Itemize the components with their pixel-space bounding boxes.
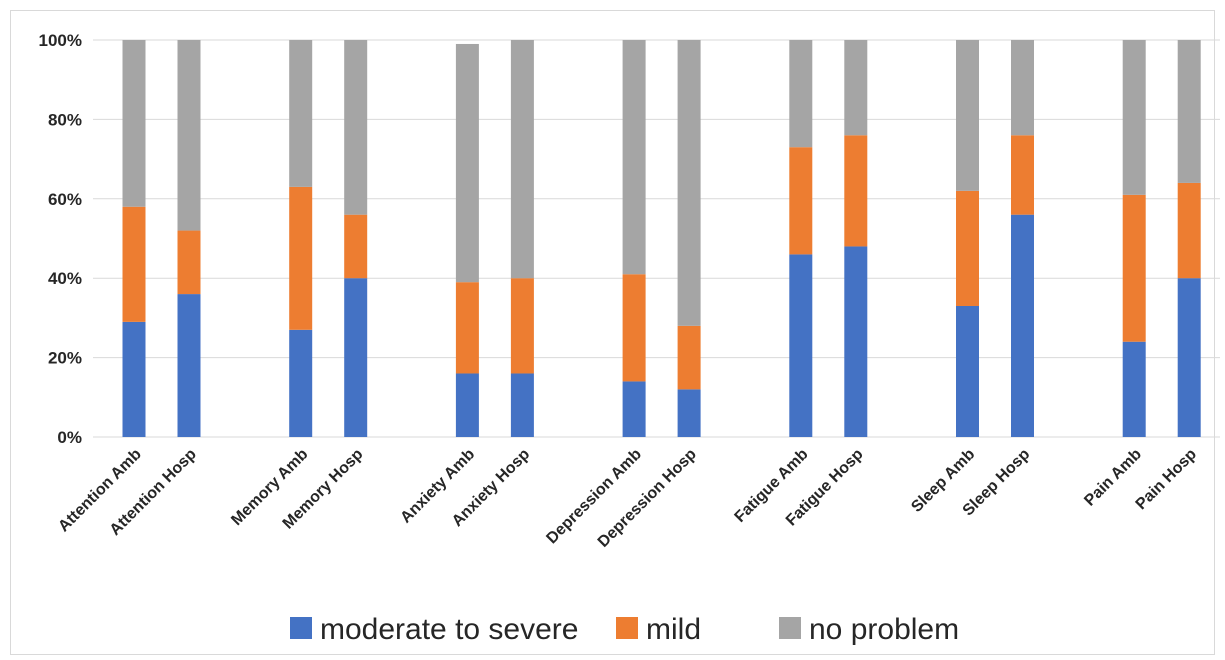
bars — [122, 40, 1201, 437]
bar-moderate-to-severe-sleep-amb — [956, 305, 979, 437]
legend-swatch — [779, 617, 801, 639]
y-tick-label: 0% — [57, 428, 82, 447]
bar-no-problem-depression-amb — [622, 40, 646, 275]
bar-mild-memory-amb — [289, 186, 313, 330]
bar-moderate-to-severe-sleep-hosp — [1011, 214, 1034, 437]
legend-label: mild — [646, 613, 701, 646]
bar-moderate-to-severe-fatigue-amb — [789, 254, 813, 437]
bar-mild-fatigue-hosp — [844, 135, 868, 247]
bar-mild-pain-amb — [1122, 194, 1146, 342]
bar-moderate-to-severe-attention-amb — [122, 321, 146, 437]
legend-label: no problem — [809, 613, 959, 646]
bar-mild-depression-amb — [622, 274, 646, 382]
bar-moderate-to-severe-anxiety-hosp — [510, 373, 534, 437]
bar-mild-memory-hosp — [344, 214, 368, 279]
bar-moderate-to-severe-depression-amb — [622, 381, 646, 437]
bar-mild-anxiety-hosp — [510, 278, 534, 374]
legend-swatch — [290, 617, 312, 639]
bar-moderate-to-severe-depression-hosp — [677, 389, 701, 437]
bar-no-problem-anxiety-amb — [455, 43, 479, 283]
bar-mild-sleep-amb — [956, 190, 979, 306]
bar-mild-anxiety-amb — [455, 282, 479, 374]
bar-moderate-to-severe-pain-amb — [1122, 341, 1146, 437]
bar-no-problem-pain-amb — [1122, 40, 1146, 195]
legend: moderate to severe mild no problem — [290, 613, 959, 646]
y-tick-label: 100% — [39, 31, 82, 50]
bar-mild-attention-amb — [122, 206, 146, 322]
bar-no-problem-sleep-amb — [956, 40, 979, 191]
y-tick-label: 40% — [48, 269, 82, 288]
bar-moderate-to-severe-memory-hosp — [344, 278, 368, 437]
x-tick-label: Depression Hosp — [595, 446, 700, 551]
bar-mild-sleep-hosp — [1011, 135, 1034, 215]
bar-mild-fatigue-amb — [789, 147, 813, 255]
bar-no-problem-depression-hosp — [677, 40, 701, 326]
bar-no-problem-fatigue-amb — [789, 40, 813, 148]
y-tick-label: 80% — [48, 110, 82, 129]
bar-no-problem-pain-hosp — [1177, 40, 1201, 183]
bar-mild-depression-hosp — [677, 325, 701, 390]
bar-mild-pain-hosp — [1177, 182, 1201, 279]
y-axis-tick-labels: 0% 20% 40% 60% 80% 100% — [39, 31, 82, 447]
bar-moderate-to-severe-pain-hosp — [1177, 278, 1201, 437]
gridlines — [93, 39, 1220, 438]
x-tick-label: Depression Amb — [543, 446, 645, 548]
y-tick-label: 60% — [48, 190, 82, 209]
bar-no-problem-anxiety-hosp — [510, 40, 534, 279]
bar-no-problem-fatigue-hosp — [844, 40, 868, 136]
bar-no-problem-memory-hosp — [344, 40, 368, 215]
bar-moderate-to-severe-anxiety-amb — [455, 373, 479, 437]
bar-no-problem-attention-hosp — [177, 40, 201, 231]
bar-moderate-to-severe-attention-hosp — [177, 294, 201, 437]
bar-moderate-to-severe-fatigue-hosp — [844, 246, 868, 437]
y-tick-label: 20% — [48, 349, 82, 368]
bar-no-problem-attention-amb — [122, 40, 146, 207]
bar-no-problem-sleep-hosp — [1011, 40, 1034, 136]
legend-swatch — [616, 617, 638, 639]
legend-label: moderate to severe — [320, 613, 578, 646]
bar-mild-attention-hosp — [177, 230, 201, 295]
bar-moderate-to-severe-memory-amb — [289, 329, 313, 437]
bar-no-problem-memory-amb — [289, 40, 313, 187]
